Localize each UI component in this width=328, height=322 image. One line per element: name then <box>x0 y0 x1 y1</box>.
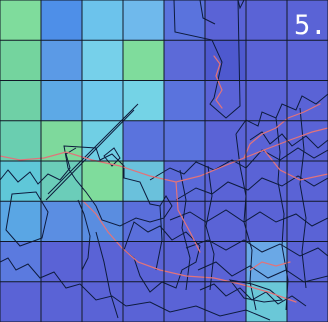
boundary-east-cluster-2 <box>175 175 328 201</box>
grid-cell[interactable] <box>0 120 42 162</box>
grid-cell[interactable] <box>287 241 328 283</box>
grid-cell[interactable] <box>123 120 165 162</box>
grid-cell[interactable] <box>246 0 288 41</box>
route-coast <box>249 261 291 271</box>
grid-cell[interactable] <box>164 281 206 322</box>
map-label: 5. <box>294 10 327 41</box>
grid-cell[interactable] <box>246 241 288 283</box>
grid-cell[interactable] <box>123 281 165 322</box>
boundary-north-corridor <box>173 0 241 119</box>
boundary-rail-diagonal-1 <box>45 109 135 201</box>
grid-cell[interactable] <box>0 201 42 242</box>
grid-cell[interactable] <box>123 0 165 41</box>
grid-cell[interactable] <box>82 201 124 242</box>
grid-cell[interactable] <box>246 161 288 202</box>
grid-cell[interactable] <box>287 120 328 162</box>
boundary-east-cluster-4 <box>185 239 328 257</box>
grid-cell[interactable] <box>82 241 124 283</box>
grid-cell[interactable] <box>41 201 83 242</box>
boundary-ne-dense <box>235 93 328 135</box>
grid-cell[interactable] <box>41 241 83 283</box>
grid-cell[interactable] <box>41 40 83 81</box>
grid-cell[interactable] <box>82 40 124 81</box>
grid-cell[interactable] <box>0 161 42 202</box>
grid-cell[interactable] <box>164 80 206 122</box>
grid-cell[interactable] <box>41 281 83 322</box>
grid-cell[interactable] <box>287 281 328 322</box>
grid-cell[interactable] <box>164 0 206 41</box>
grid-cell[interactable] <box>205 40 247 81</box>
route-east-2 <box>263 149 328 181</box>
boundary-lagoon <box>228 279 284 303</box>
boundary-sw-coast <box>0 257 271 321</box>
boundary-central-block <box>63 145 173 227</box>
boundary-east-cluster-3 <box>169 209 328 227</box>
grid-cell[interactable] <box>205 120 247 162</box>
grid-cell[interactable] <box>0 80 42 122</box>
grid-cell[interactable] <box>246 120 288 162</box>
grid-cell[interactable] <box>123 241 165 283</box>
grid-cell[interactable] <box>82 80 124 122</box>
route-north <box>213 55 223 109</box>
boundary-verticals-mid <box>155 165 215 291</box>
boundary-east-cluster-5 <box>197 261 328 283</box>
grid-cell[interactable] <box>123 40 165 81</box>
route-ne <box>243 103 321 159</box>
grid-cell[interactable] <box>123 161 165 202</box>
grid-cell[interactable] <box>123 201 165 242</box>
grid-cell[interactable] <box>82 281 124 322</box>
grid-cell[interactable] <box>287 40 328 81</box>
route-south <box>81 199 297 303</box>
grid-cell[interactable] <box>287 0 328 41</box>
grid-cell[interactable] <box>246 40 288 81</box>
boundary-west-lobe <box>5 191 49 247</box>
grid-cell[interactable] <box>41 80 83 122</box>
grid-cell[interactable] <box>0 0 42 41</box>
grid-cell[interactable] <box>0 241 42 283</box>
grid-cell[interactable] <box>164 120 206 162</box>
boundary-east-cluster-1 <box>149 147 328 181</box>
grid-cell[interactable] <box>205 201 247 242</box>
boundary-ne-strip <box>199 0 245 25</box>
grid-cell[interactable] <box>0 281 42 322</box>
boundary-nw-inlet <box>103 147 121 167</box>
boundary-coast-west <box>95 231 119 319</box>
grid-cell[interactable] <box>246 80 288 122</box>
grid-cell[interactable] <box>205 0 247 41</box>
grid-cell[interactable] <box>82 161 124 202</box>
grid-cell[interactable] <box>41 0 83 41</box>
grid-cell[interactable] <box>41 161 83 202</box>
grid-cell[interactable] <box>164 40 206 81</box>
grid-cell[interactable] <box>82 0 124 41</box>
grid-cell[interactable] <box>0 40 42 81</box>
grid-cell[interactable] <box>246 201 288 242</box>
grid-cell[interactable] <box>287 80 328 122</box>
